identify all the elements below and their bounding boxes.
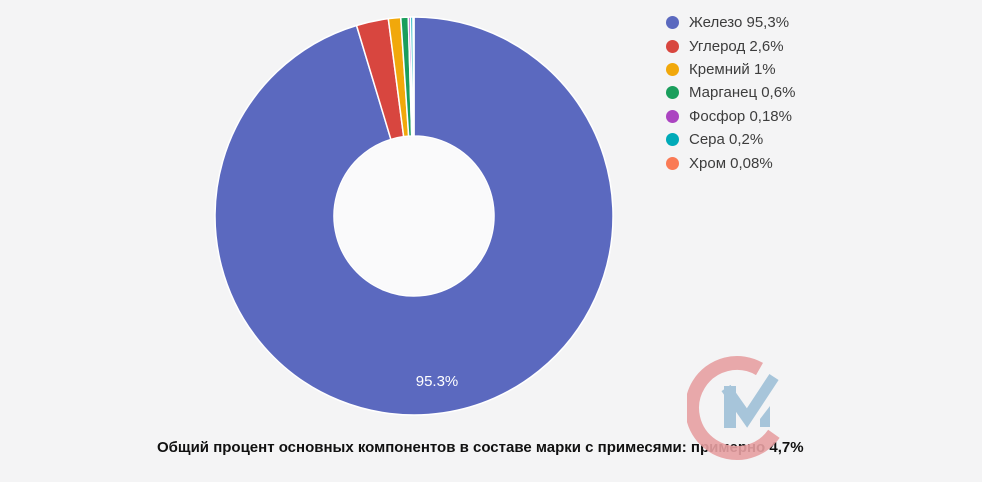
- legend-marker: [666, 109, 679, 123]
- donut-chart: [214, 16, 614, 416]
- legend-label: Фосфор 0,18%: [689, 107, 792, 125]
- legend-label: Сера 0,2%: [689, 131, 764, 149]
- watermark-c-arc: [687, 356, 780, 460]
- slice-data-label: 95.3%: [415, 373, 459, 390]
- legend-item-Кремний[interactable]: Кремний 1%: [666, 58, 795, 81]
- legend-label: Кремний 1%: [689, 60, 776, 78]
- legend-marker: [666, 86, 679, 100]
- donut-hole: [335, 137, 493, 295]
- legend-item-Углерод[interactable]: Углерод 2,6%: [666, 34, 795, 57]
- legend-marker: [666, 133, 679, 147]
- legend-item-Сера[interactable]: Сера 0,2%: [666, 128, 795, 151]
- legend: Железо 95,3% Углерод 2,6% Кремний 1% Марган…: [666, 11, 795, 175]
- legend-marker: [666, 16, 679, 30]
- legend-item-Железо[interactable]: Железо 95,3%: [666, 11, 795, 34]
- legend-item-Фосфор[interactable]: Фосфор 0,18%: [666, 105, 795, 128]
- legend-marker: [666, 62, 679, 76]
- legend-label: Углерод 2,6%: [689, 37, 784, 55]
- legend-label: Хром 0,08%: [689, 154, 773, 172]
- legend-marker: [666, 156, 679, 170]
- legend-marker: [666, 39, 679, 53]
- watermark-m-check: [721, 373, 779, 428]
- chart-caption: Общий процент основных компонентов в сос…: [157, 439, 804, 456]
- legend-label: Марганец 0,6%: [689, 84, 796, 102]
- watermark-m-right-leg: [760, 406, 770, 427]
- pie-slice-Хром[interactable]: [412, 16, 415, 137]
- watermark-cm-logo: [687, 356, 780, 460]
- legend-item-Марганец[interactable]: Марганец 0,6%: [666, 81, 795, 104]
- pie-slice-Железо[interactable]: [214, 16, 614, 416]
- legend-item-Хром[interactable]: Хром 0,08%: [666, 151, 795, 174]
- legend-label: Железо 95,3%: [689, 14, 790, 32]
